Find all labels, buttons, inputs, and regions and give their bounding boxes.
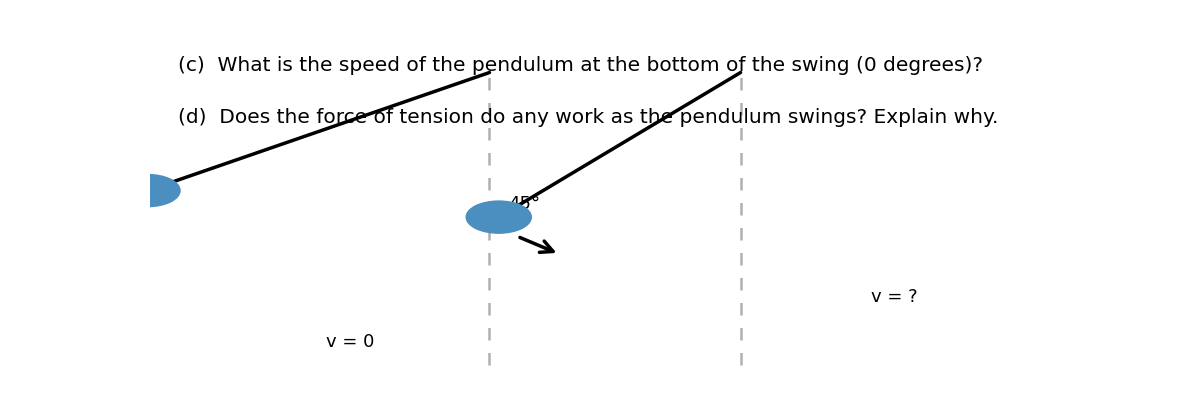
Text: v = 0: v = 0 (325, 333, 374, 351)
Ellipse shape (115, 175, 180, 207)
Ellipse shape (467, 201, 532, 233)
Text: (c)  What is the speed of the pendulum at the bottom of the swing (0 degrees)?: (c) What is the speed of the pendulum at… (178, 56, 983, 75)
Text: v = ?: v = ? (871, 288, 917, 306)
Text: (d)  Does the force of tension do any work as the pendulum swings? Explain why.: (d) Does the force of tension do any wor… (178, 108, 998, 127)
Text: 45°: 45° (508, 195, 540, 213)
